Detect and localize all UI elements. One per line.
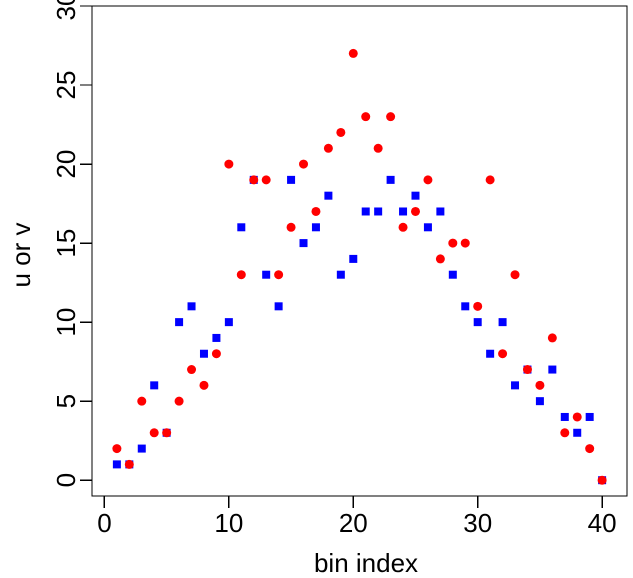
blue-square-point: [448, 270, 457, 279]
blue-square-point: [262, 270, 271, 279]
red-circle-point: [460, 238, 470, 248]
red-circle-point: [535, 380, 545, 390]
red-circle-point: [348, 48, 358, 58]
y-axis-title: u or v: [6, 222, 36, 287]
red-circle-point: [398, 222, 408, 232]
red-circle-point: [498, 349, 508, 359]
blue-square-point: [311, 223, 320, 232]
red-circle-point: [274, 270, 284, 280]
blue-square-point: [560, 412, 569, 421]
red-circle-point: [547, 333, 557, 343]
x-tick-label: 0: [97, 508, 111, 538]
x-axis-title: bin index: [314, 548, 418, 578]
x-tick-label: 30: [463, 508, 492, 538]
blue-square-point: [486, 349, 495, 358]
red-circle-point: [560, 428, 570, 438]
red-circle-point: [249, 175, 259, 185]
red-circle-point: [224, 159, 234, 169]
red-circle-point: [361, 112, 371, 122]
blue-square-point: [137, 444, 146, 453]
blue-square-point: [423, 223, 432, 232]
blue-square-point: [436, 207, 445, 216]
red-circle-point: [435, 254, 445, 264]
blue-square-point: [535, 397, 544, 406]
red-circle-point: [236, 270, 246, 280]
red-circle-point: [485, 175, 495, 185]
red-circle-point: [572, 412, 582, 422]
blue-square-point: [548, 365, 557, 374]
y-tick-label: 10: [51, 308, 81, 337]
blue-square-point: [112, 460, 121, 469]
red-circle-point: [448, 238, 458, 248]
x-tick-label: 10: [214, 508, 243, 538]
y-tick-label: 15: [51, 229, 81, 258]
y-tick-label: 20: [51, 150, 81, 179]
y-tick-label: 30: [51, 0, 81, 20]
blue-square-point: [175, 318, 184, 327]
blue-square-point: [399, 207, 408, 216]
red-circle-point: [149, 428, 159, 438]
blue-square-point: [287, 175, 296, 184]
red-circle-point: [311, 206, 321, 216]
blue-square-point: [461, 302, 470, 311]
red-circle-point: [187, 365, 197, 375]
red-circle-point: [386, 112, 396, 122]
red-circle-point: [410, 206, 420, 216]
blue-square-point: [386, 175, 395, 184]
red-circle-point: [323, 143, 333, 153]
red-circle-point: [299, 159, 309, 169]
blue-square-point: [187, 302, 196, 311]
red-circle-point: [473, 301, 483, 311]
y-tick-label: 0: [51, 473, 81, 487]
red-circle-point: [211, 349, 221, 359]
blue-square-point: [511, 381, 520, 390]
blue-square-point: [361, 207, 370, 216]
blue-square-point: [336, 270, 345, 279]
blue-square-point: [150, 381, 159, 390]
plot-frame: [91, 5, 628, 497]
red-circle-point: [510, 270, 520, 280]
data-points: [112, 48, 607, 485]
blue-square-point: [473, 318, 482, 327]
x-tick-label: 20: [339, 508, 368, 538]
blue-square-point: [237, 223, 246, 232]
y-axis: 0 5 10 15 20 25 30: [51, 0, 92, 487]
red-circle-point: [336, 127, 346, 137]
blue-square-point: [349, 254, 358, 263]
red-circle-point: [522, 365, 532, 375]
blue-square-point: [573, 428, 582, 437]
blue-square-point: [374, 207, 383, 216]
blue-square-point: [199, 349, 208, 358]
red-circle-point: [199, 380, 209, 390]
y-tick-label: 25: [51, 71, 81, 100]
red-circle-point: [423, 175, 433, 185]
blue-square-point: [224, 318, 233, 327]
red-circle-point: [112, 444, 122, 454]
red-circle-point: [286, 222, 296, 232]
red-circle-point: [597, 475, 607, 485]
blue-square-point: [324, 191, 333, 200]
red-circle-point: [162, 428, 172, 438]
blue-square-point: [585, 412, 594, 421]
y-tick-label: 5: [51, 394, 81, 408]
x-tick-label: 40: [588, 508, 617, 538]
x-axis: 0 10 20 30 40: [97, 496, 617, 538]
red-circle-point: [124, 459, 134, 469]
blue-square-point: [299, 239, 308, 248]
blue-square-point: [411, 191, 420, 200]
blue-square-point: [498, 318, 507, 327]
red-circle-point: [261, 175, 271, 185]
blue-square-point: [212, 333, 221, 342]
red-circle-point: [174, 396, 184, 406]
red-circle-point: [137, 396, 147, 406]
red-circle-point: [373, 143, 383, 153]
red-circle-point: [585, 444, 595, 454]
blue-square-point: [274, 302, 283, 311]
